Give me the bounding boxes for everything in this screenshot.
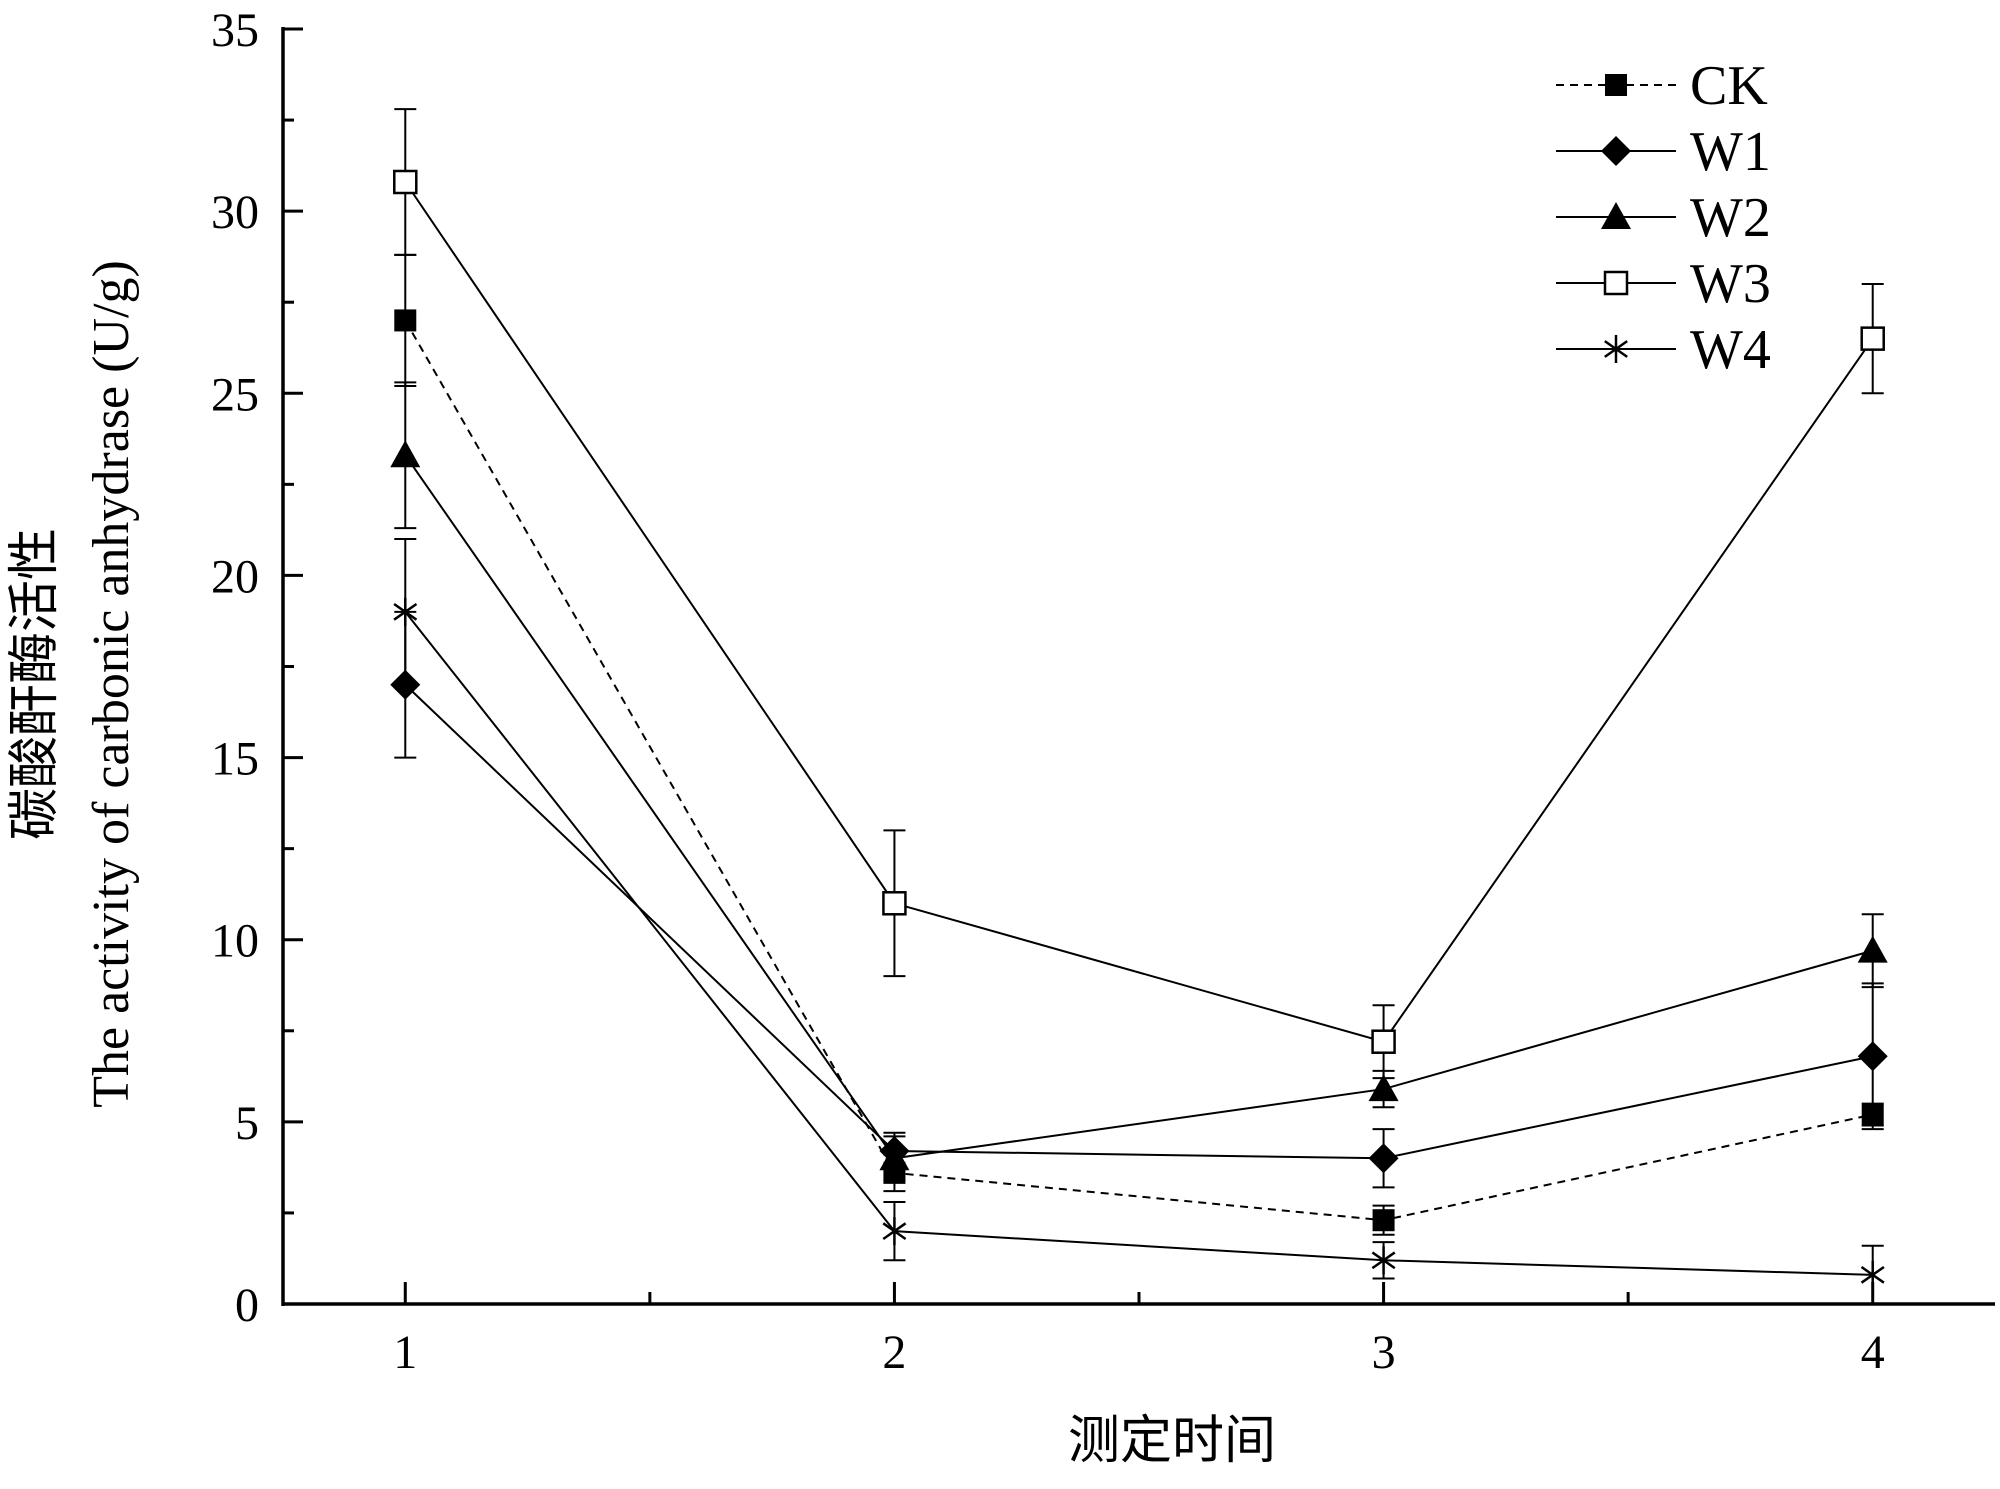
data-point [1368, 1074, 1399, 1102]
data-point [1860, 1260, 1885, 1289]
legend-label: W3 [1690, 253, 1771, 315]
legend-marker [1601, 202, 1631, 229]
series-ck [394, 253, 1884, 1236]
legend-marker [1604, 335, 1628, 363]
y-tick-label: 25 [211, 368, 259, 421]
y-tick-label: 35 [211, 4, 259, 57]
series-line [404, 683, 1873, 1160]
y-tick-label: 5 [235, 1097, 259, 1150]
x-tick-label: 4 [1861, 1326, 1885, 1379]
data-point [393, 169, 418, 195]
legend-label: W2 [1690, 187, 1771, 249]
legend-marker [1605, 74, 1627, 96]
y-axis-title: 碳酸酐酶活性 The activity of carbonic anhydras… [7, 260, 140, 1108]
legend-marker [1601, 136, 1631, 166]
legend-item-w1: W1 [1556, 121, 1771, 183]
legend-label: W4 [1690, 319, 1771, 381]
series-layer [390, 108, 1888, 1305]
data-point [1860, 326, 1885, 351]
data-point [390, 440, 421, 468]
legend-label: CK [1690, 55, 1768, 117]
y-tick-label: 20 [211, 550, 259, 603]
legend-item-w4: W4 [1556, 319, 1771, 381]
series-line [404, 454, 1873, 1160]
asterisk-stroke [1604, 340, 1628, 358]
series-w3 [393, 108, 1885, 1080]
asterisk-stroke [393, 602, 418, 621]
data-point [879, 1136, 910, 1166]
legend-label: W1 [1690, 121, 1771, 183]
data-point [393, 597, 418, 626]
axes: 0 5 10 15 20 25 30 35 1 2 3 4 [211, 4, 1995, 1379]
series-line [404, 181, 1874, 1043]
series-w2 [390, 381, 1888, 1182]
y-axis-title-line-1: 碳酸酐酶活性 [7, 528, 64, 840]
x-tick-label: 2 [882, 1326, 906, 1379]
asterisk-stroke [1860, 1265, 1885, 1284]
data-point [1857, 935, 1888, 963]
asterisk-stroke [882, 1222, 907, 1241]
x-axis-title: 测定时间 [1068, 1413, 1276, 1470]
series-w1 [390, 610, 1888, 1189]
asterisk-stroke [1371, 1251, 1396, 1270]
x-tick-label: 3 [1372, 1326, 1396, 1379]
series-line [404, 319, 1873, 1222]
series-line [404, 611, 1873, 1276]
data-point [882, 891, 907, 916]
data-point [1368, 1143, 1399, 1174]
series-w4 [393, 538, 1885, 1305]
data-point [1857, 1041, 1888, 1072]
data-point [1371, 1246, 1396, 1275]
y-tick-label: 10 [211, 915, 259, 968]
data-point [1371, 1029, 1396, 1054]
y-tick-label: 15 [211, 733, 259, 786]
y-tick-label: 0 [235, 1279, 259, 1332]
x-tick-label: 1 [393, 1326, 417, 1379]
legend-item-w3: W3 [1556, 253, 1771, 315]
legend-item-ck: CK [1556, 55, 1768, 117]
data-point [1372, 1209, 1395, 1232]
legend-marker [1603, 270, 1629, 296]
data-point [882, 1217, 907, 1246]
y-axis-title-line-2: The activity of carbonic anhydrase (U/g) [83, 260, 140, 1108]
data-point [394, 309, 417, 332]
y-tick-label: 30 [211, 186, 259, 239]
legend-item-w2: W2 [1556, 187, 1771, 249]
